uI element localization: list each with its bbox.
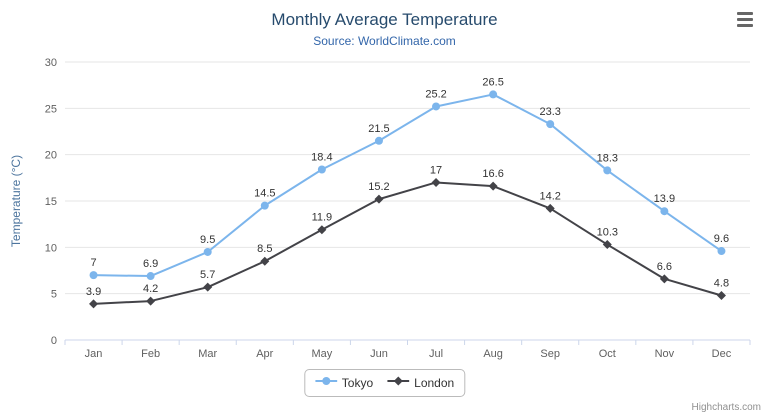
data-point-marker-tokyo[interactable] bbox=[260, 201, 269, 210]
x-axis-label: Jul bbox=[429, 348, 443, 360]
data-point-marker-tokyo[interactable] bbox=[717, 247, 726, 256]
data-point-marker-tokyo[interactable] bbox=[603, 166, 612, 175]
chart-subtitle: Source: WorldClimate.com bbox=[313, 34, 456, 48]
chart-title: Monthly Average Temperature bbox=[271, 10, 498, 29]
series-line-london bbox=[92, 181, 723, 305]
data-label: 9.5 bbox=[200, 234, 215, 246]
x-axis-label: Aug bbox=[483, 348, 503, 360]
x-axis-label: Jun bbox=[370, 348, 388, 360]
data-label: 26.5 bbox=[482, 76, 503, 88]
data-label: 13.9 bbox=[654, 193, 675, 205]
data-point-marker-tokyo[interactable] bbox=[317, 165, 326, 174]
data-label: 10.3 bbox=[597, 227, 618, 239]
data-point-marker-london[interactable] bbox=[431, 177, 441, 187]
data-label: 23.3 bbox=[539, 106, 560, 118]
data-point-marker-london[interactable] bbox=[716, 291, 726, 301]
y-axis-label: 25 bbox=[45, 103, 57, 115]
london-series-marker-icon bbox=[387, 374, 410, 392]
data-point-marker-tokyo[interactable] bbox=[203, 247, 212, 256]
series-line-tokyo bbox=[92, 93, 723, 278]
y-axis-label: 20 bbox=[45, 150, 57, 162]
y-axis-label: 5 bbox=[51, 289, 57, 301]
data-label: 16.6 bbox=[482, 168, 503, 180]
data-label: 14.2 bbox=[539, 190, 560, 202]
data-point-marker-london[interactable] bbox=[602, 240, 612, 250]
data-point-marker-london[interactable] bbox=[203, 282, 213, 292]
x-axis-label: Mar bbox=[198, 348, 217, 360]
x-axis-label: Dec bbox=[712, 348, 732, 360]
hamburger-bar bbox=[737, 11, 753, 15]
legend-item-tokyo[interactable]: Tokyo bbox=[314, 374, 374, 392]
x-axis-label: Oct bbox=[599, 348, 616, 360]
data-point-marker-london[interactable] bbox=[317, 225, 327, 235]
y-axis-label: 30 bbox=[45, 57, 57, 69]
data-label: 4.8 bbox=[714, 278, 729, 290]
data-label: 5.7 bbox=[200, 269, 215, 281]
x-axis-label: Apr bbox=[256, 348, 273, 360]
data-point-marker-london[interactable] bbox=[488, 181, 498, 191]
data-label: 6.6 bbox=[657, 261, 672, 273]
tokyo-series-marker-icon bbox=[314, 374, 337, 392]
y-axis-title: Temperature (°C) bbox=[9, 155, 23, 247]
legend-marker-shape bbox=[387, 376, 410, 386]
x-axis-label: Nov bbox=[655, 348, 675, 360]
x-axis-label: Jan bbox=[85, 348, 103, 360]
data-label: 14.5 bbox=[254, 188, 275, 200]
data-label: 15.2 bbox=[368, 181, 389, 193]
data-label: 11.9 bbox=[312, 212, 333, 224]
data-point-marker-london[interactable] bbox=[659, 274, 669, 284]
x-axis-label: May bbox=[311, 348, 332, 360]
legend-item-london[interactable]: London bbox=[387, 374, 454, 392]
data-label: 18.4 bbox=[311, 151, 332, 163]
data-point-marker-tokyo[interactable] bbox=[432, 102, 441, 111]
data-point-marker-london[interactable] bbox=[146, 296, 156, 306]
data-label: 21.5 bbox=[368, 123, 389, 135]
y-axis-label: 10 bbox=[45, 242, 57, 254]
data-point-marker-tokyo[interactable] bbox=[374, 136, 383, 145]
x-axis-label: Feb bbox=[141, 348, 160, 360]
data-label: 18.3 bbox=[597, 152, 618, 164]
data-point-marker-london[interactable] bbox=[545, 203, 555, 213]
data-label: 25.2 bbox=[425, 88, 446, 100]
data-point-marker-tokyo[interactable] bbox=[89, 271, 98, 280]
data-point-marker-tokyo[interactable] bbox=[546, 120, 555, 129]
y-axis-label: 15 bbox=[45, 196, 57, 208]
data-label: 17 bbox=[430, 164, 442, 176]
data-point-marker-tokyo[interactable] bbox=[660, 207, 669, 216]
data-label: 9.6 bbox=[714, 233, 729, 245]
data-point-marker-london[interactable] bbox=[374, 194, 384, 204]
hamburger-bar bbox=[737, 17, 753, 21]
legend-label-london: London bbox=[414, 376, 455, 390]
hamburger-bar bbox=[737, 23, 753, 27]
data-label: 7 bbox=[90, 257, 96, 269]
data-label: 8.5 bbox=[257, 243, 272, 255]
legend: Tokyo London bbox=[303, 369, 466, 397]
data-label: 6.9 bbox=[143, 258, 158, 270]
data-point-marker-london[interactable] bbox=[89, 299, 99, 309]
x-axis-label: Sep bbox=[540, 348, 560, 360]
data-point-marker-london[interactable] bbox=[260, 256, 270, 266]
legend-marker-shape bbox=[314, 377, 337, 385]
y-axis-label: 0 bbox=[51, 335, 57, 347]
legend-label-tokyo: Tokyo bbox=[341, 376, 374, 390]
credits-link[interactable]: Highcharts.com bbox=[691, 402, 761, 413]
data-label: 4.2 bbox=[143, 283, 158, 295]
data-label: 3.9 bbox=[86, 286, 101, 298]
hamburger-menu-icon[interactable] bbox=[733, 9, 757, 29]
data-point-marker-tokyo[interactable] bbox=[489, 90, 498, 99]
data-point-marker-tokyo[interactable] bbox=[146, 272, 155, 281]
